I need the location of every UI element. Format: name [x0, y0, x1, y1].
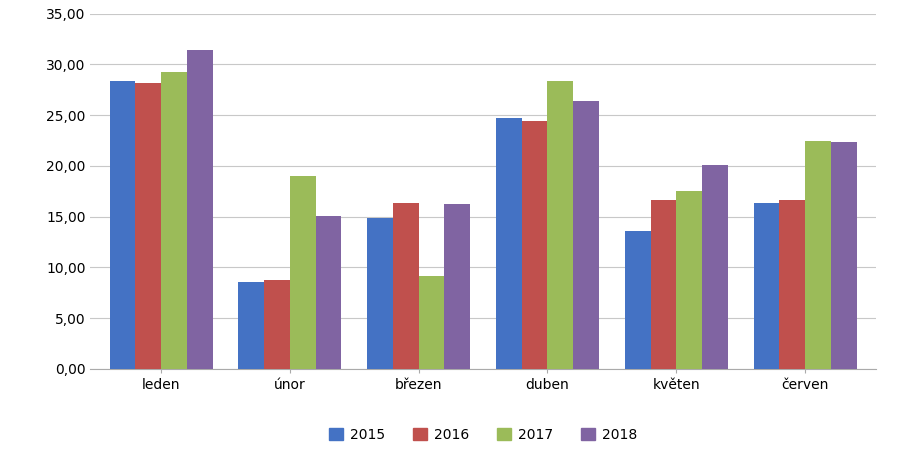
- Bar: [805, 141, 830, 369]
- Bar: [701, 165, 727, 369]
- Bar: [367, 218, 392, 369]
- Bar: [290, 176, 316, 369]
- Bar: [778, 200, 805, 369]
- Bar: [392, 203, 419, 369]
- Bar: [521, 121, 547, 369]
- Legend: 2015, 2016, 2017, 2018: 2015, 2016, 2017, 2018: [324, 422, 641, 447]
- Bar: [187, 50, 212, 369]
- Bar: [238, 282, 264, 369]
- Bar: [264, 279, 290, 369]
- Bar: [649, 200, 676, 369]
- Bar: [573, 101, 598, 369]
- Bar: [316, 216, 341, 369]
- Bar: [753, 203, 778, 369]
- Bar: [830, 143, 856, 369]
- Bar: [676, 191, 701, 369]
- Bar: [419, 275, 444, 369]
- Bar: [624, 231, 649, 369]
- Bar: [109, 81, 135, 369]
- Bar: [495, 118, 521, 369]
- Bar: [161, 72, 187, 369]
- Bar: [444, 204, 470, 369]
- Bar: [547, 81, 573, 369]
- Bar: [135, 82, 161, 369]
